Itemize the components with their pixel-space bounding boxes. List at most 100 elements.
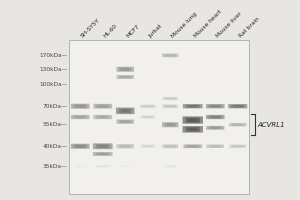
FancyBboxPatch shape xyxy=(116,119,134,124)
FancyBboxPatch shape xyxy=(119,145,131,148)
FancyBboxPatch shape xyxy=(234,124,242,126)
FancyBboxPatch shape xyxy=(232,145,244,147)
Text: SH-SY5Y: SH-SY5Y xyxy=(80,18,101,39)
Text: 35kDa—: 35kDa— xyxy=(43,164,68,169)
FancyBboxPatch shape xyxy=(189,145,197,147)
FancyBboxPatch shape xyxy=(145,116,151,118)
FancyBboxPatch shape xyxy=(93,152,112,156)
FancyBboxPatch shape xyxy=(116,75,134,79)
FancyBboxPatch shape xyxy=(209,145,221,148)
FancyBboxPatch shape xyxy=(121,109,129,112)
FancyBboxPatch shape xyxy=(78,166,83,167)
FancyBboxPatch shape xyxy=(162,122,178,127)
FancyBboxPatch shape xyxy=(94,115,112,119)
FancyBboxPatch shape xyxy=(234,105,242,107)
FancyBboxPatch shape xyxy=(98,165,108,167)
FancyBboxPatch shape xyxy=(116,108,134,114)
FancyBboxPatch shape xyxy=(167,124,174,126)
FancyBboxPatch shape xyxy=(96,105,109,108)
FancyBboxPatch shape xyxy=(99,116,107,118)
FancyBboxPatch shape xyxy=(74,144,87,148)
FancyBboxPatch shape xyxy=(119,120,131,123)
FancyBboxPatch shape xyxy=(122,121,129,123)
FancyBboxPatch shape xyxy=(234,146,241,147)
Text: 170kDa—: 170kDa— xyxy=(39,53,68,58)
FancyBboxPatch shape xyxy=(143,116,153,118)
Text: 55kDa—: 55kDa— xyxy=(43,122,68,127)
FancyBboxPatch shape xyxy=(229,123,247,126)
FancyBboxPatch shape xyxy=(167,55,174,56)
FancyBboxPatch shape xyxy=(94,104,112,109)
FancyBboxPatch shape xyxy=(96,144,110,148)
FancyBboxPatch shape xyxy=(76,116,84,118)
FancyBboxPatch shape xyxy=(167,105,173,107)
FancyBboxPatch shape xyxy=(182,116,203,124)
FancyBboxPatch shape xyxy=(121,166,130,167)
Text: Rat brain: Rat brain xyxy=(238,17,260,39)
FancyBboxPatch shape xyxy=(186,105,200,108)
FancyBboxPatch shape xyxy=(119,108,132,113)
FancyBboxPatch shape xyxy=(74,165,86,167)
FancyBboxPatch shape xyxy=(188,118,197,122)
FancyBboxPatch shape xyxy=(71,104,89,109)
FancyBboxPatch shape xyxy=(93,143,112,149)
Text: ACVRL1: ACVRL1 xyxy=(257,122,285,128)
FancyBboxPatch shape xyxy=(96,165,110,167)
FancyBboxPatch shape xyxy=(206,104,224,108)
FancyBboxPatch shape xyxy=(165,97,176,100)
FancyBboxPatch shape xyxy=(167,145,174,147)
FancyBboxPatch shape xyxy=(212,145,219,147)
FancyBboxPatch shape xyxy=(164,54,176,57)
FancyBboxPatch shape xyxy=(116,67,134,72)
FancyBboxPatch shape xyxy=(164,165,177,167)
FancyBboxPatch shape xyxy=(209,115,222,119)
FancyBboxPatch shape xyxy=(99,145,107,148)
FancyBboxPatch shape xyxy=(140,105,155,108)
FancyBboxPatch shape xyxy=(165,145,176,148)
FancyBboxPatch shape xyxy=(145,105,151,107)
FancyBboxPatch shape xyxy=(145,146,151,147)
FancyBboxPatch shape xyxy=(209,105,222,108)
FancyBboxPatch shape xyxy=(71,144,89,149)
FancyBboxPatch shape xyxy=(185,127,200,132)
Text: Mouse lung: Mouse lung xyxy=(170,11,198,39)
FancyBboxPatch shape xyxy=(206,145,224,148)
FancyBboxPatch shape xyxy=(96,115,109,119)
FancyBboxPatch shape xyxy=(228,104,247,108)
FancyBboxPatch shape xyxy=(119,165,131,167)
Text: Mouse heart: Mouse heart xyxy=(193,9,222,39)
FancyBboxPatch shape xyxy=(99,105,107,107)
Bar xyxy=(69,40,249,194)
FancyBboxPatch shape xyxy=(230,145,246,148)
FancyBboxPatch shape xyxy=(99,153,107,155)
FancyBboxPatch shape xyxy=(183,104,203,108)
FancyBboxPatch shape xyxy=(167,98,173,99)
Text: HL-60: HL-60 xyxy=(103,23,118,39)
FancyBboxPatch shape xyxy=(167,166,173,167)
FancyBboxPatch shape xyxy=(143,145,153,147)
FancyBboxPatch shape xyxy=(206,126,224,130)
Text: Mouse liver: Mouse liver xyxy=(215,11,243,39)
FancyBboxPatch shape xyxy=(162,54,178,57)
FancyBboxPatch shape xyxy=(165,105,176,107)
Text: 70kDa—: 70kDa— xyxy=(43,104,68,109)
FancyBboxPatch shape xyxy=(232,123,244,126)
FancyBboxPatch shape xyxy=(122,76,129,78)
FancyBboxPatch shape xyxy=(119,67,131,71)
Text: 40kDa—: 40kDa— xyxy=(43,144,68,149)
FancyBboxPatch shape xyxy=(163,104,178,108)
FancyBboxPatch shape xyxy=(189,105,197,107)
FancyBboxPatch shape xyxy=(119,76,131,78)
FancyBboxPatch shape xyxy=(188,128,197,131)
FancyBboxPatch shape xyxy=(96,153,110,155)
FancyBboxPatch shape xyxy=(206,115,224,119)
FancyBboxPatch shape xyxy=(231,105,244,108)
FancyBboxPatch shape xyxy=(141,145,155,148)
FancyBboxPatch shape xyxy=(164,123,176,127)
Text: Jurkat: Jurkat xyxy=(148,23,163,39)
FancyBboxPatch shape xyxy=(162,144,178,148)
FancyBboxPatch shape xyxy=(76,145,84,147)
FancyBboxPatch shape xyxy=(141,116,155,118)
FancyBboxPatch shape xyxy=(212,127,219,129)
FancyBboxPatch shape xyxy=(142,105,153,107)
